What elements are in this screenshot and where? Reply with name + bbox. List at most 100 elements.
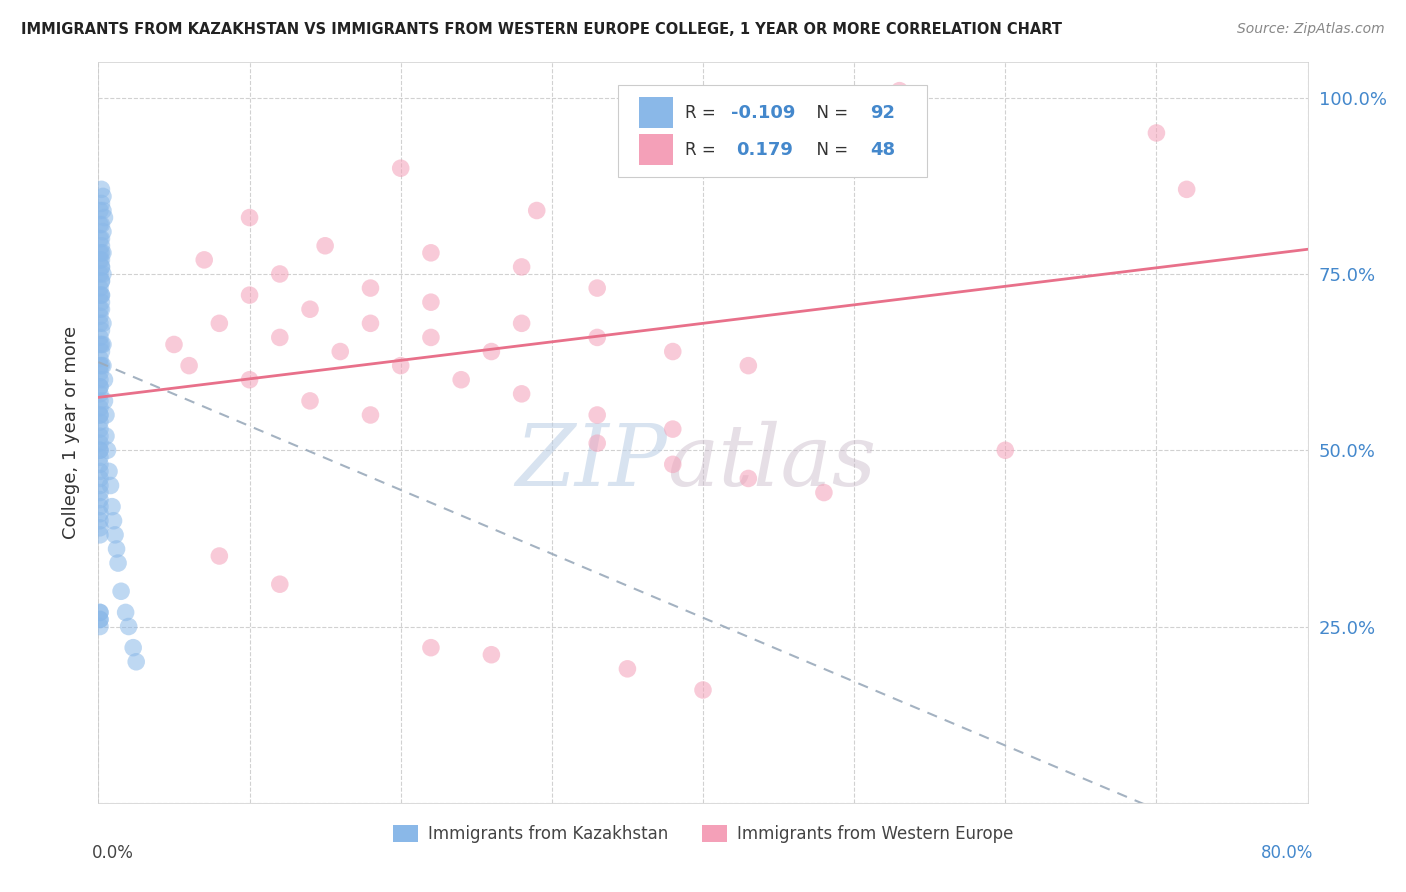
Point — [89, 351, 111, 366]
Point — [89, 514, 111, 528]
Point — [813, 485, 835, 500]
Point — [105, 541, 128, 556]
Point — [360, 316, 382, 330]
Point — [450, 373, 472, 387]
Point — [481, 344, 503, 359]
Point — [89, 337, 111, 351]
Point — [89, 606, 111, 620]
Point — [737, 359, 759, 373]
Text: 0.0%: 0.0% — [93, 844, 134, 862]
Point — [208, 316, 231, 330]
Point — [90, 260, 112, 274]
Point — [526, 203, 548, 218]
Point — [90, 274, 112, 288]
Point — [360, 281, 382, 295]
Point — [91, 189, 114, 203]
Point — [89, 380, 111, 394]
Point — [89, 252, 111, 267]
Point — [994, 443, 1017, 458]
Point — [269, 330, 291, 344]
Point — [239, 288, 262, 302]
Point — [89, 281, 111, 295]
Text: 0.179: 0.179 — [735, 141, 793, 159]
Point — [420, 295, 443, 310]
Point — [90, 302, 112, 317]
Point — [91, 203, 114, 218]
Point — [586, 436, 609, 450]
Point — [89, 612, 111, 626]
Point — [90, 232, 112, 246]
Y-axis label: College, 1 year or more: College, 1 year or more — [62, 326, 80, 539]
Point — [91, 316, 114, 330]
Point — [89, 232, 111, 246]
Point — [89, 408, 111, 422]
Text: 92: 92 — [870, 103, 894, 122]
FancyBboxPatch shape — [638, 97, 673, 128]
Point — [89, 415, 111, 429]
Point — [101, 500, 124, 514]
Text: R =: R = — [685, 141, 725, 159]
Point — [299, 302, 322, 317]
Point — [586, 281, 609, 295]
Point — [89, 436, 111, 450]
Point — [510, 316, 533, 330]
Point — [89, 606, 111, 620]
Point — [1175, 182, 1198, 196]
Text: -0.109: -0.109 — [731, 103, 796, 122]
Point — [389, 161, 412, 176]
Point — [89, 464, 111, 478]
Point — [586, 408, 609, 422]
Point — [89, 387, 111, 401]
Point — [89, 380, 111, 394]
Point — [89, 366, 111, 380]
Point — [90, 344, 112, 359]
Point — [93, 211, 115, 225]
Point — [89, 267, 111, 281]
Point — [889, 84, 911, 98]
Point — [89, 401, 111, 415]
Point — [510, 387, 533, 401]
Point — [90, 359, 112, 373]
Point — [89, 521, 111, 535]
Point — [389, 359, 412, 373]
Point — [89, 443, 111, 458]
Text: 48: 48 — [870, 141, 896, 159]
Point — [89, 450, 111, 465]
Point — [118, 619, 141, 633]
Point — [89, 288, 111, 302]
Point — [89, 528, 111, 542]
Text: N =: N = — [806, 141, 853, 159]
Point — [104, 528, 127, 542]
Point — [90, 288, 112, 302]
Point — [91, 245, 114, 260]
Point — [89, 500, 111, 514]
Point — [90, 252, 112, 267]
Point — [661, 344, 683, 359]
Point — [90, 218, 112, 232]
Point — [661, 458, 683, 472]
Point — [616, 662, 638, 676]
Point — [90, 337, 112, 351]
Point — [90, 274, 112, 288]
Point — [89, 507, 111, 521]
Point — [420, 330, 443, 344]
Point — [239, 373, 262, 387]
Point — [208, 549, 231, 563]
Point — [89, 485, 111, 500]
Point — [89, 316, 111, 330]
Point — [89, 330, 111, 344]
Text: R =: R = — [685, 103, 721, 122]
Point — [269, 577, 291, 591]
Text: 80.0%: 80.0% — [1261, 844, 1313, 862]
FancyBboxPatch shape — [619, 85, 927, 178]
Point — [90, 182, 112, 196]
Point — [89, 310, 111, 324]
Text: Source: ZipAtlas.com: Source: ZipAtlas.com — [1237, 22, 1385, 37]
Point — [90, 239, 112, 253]
Point — [91, 337, 114, 351]
Point — [89, 443, 111, 458]
Point — [163, 337, 186, 351]
Point — [179, 359, 201, 373]
Point — [89, 408, 111, 422]
Point — [89, 478, 111, 492]
